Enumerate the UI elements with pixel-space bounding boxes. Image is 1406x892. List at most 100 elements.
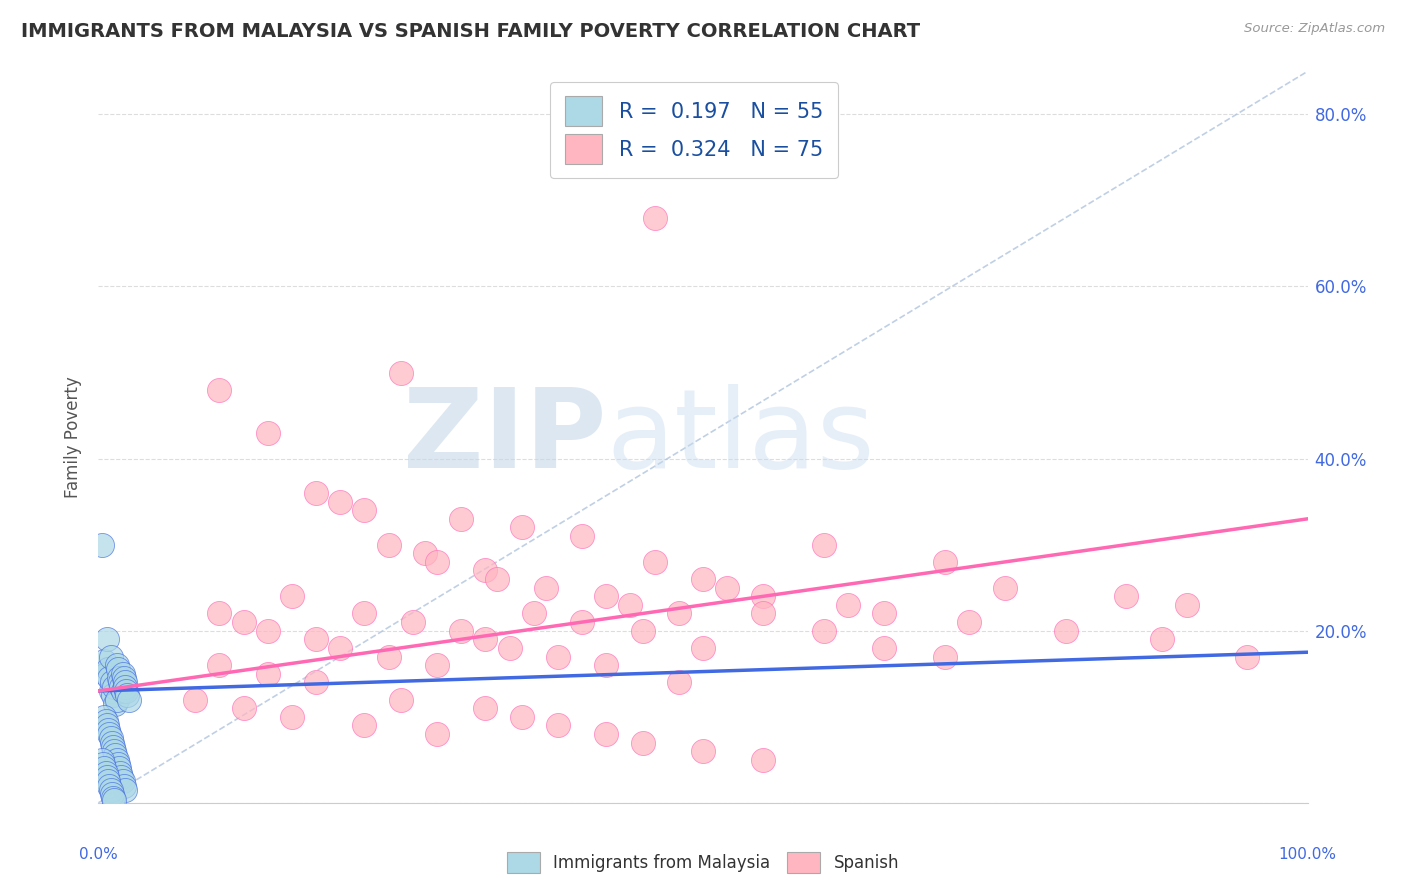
Point <box>100 735 122 749</box>
Point <box>837 598 859 612</box>
Point <box>97 723 120 737</box>
Point <box>450 512 472 526</box>
Point <box>377 538 399 552</box>
Point <box>232 701 254 715</box>
Point <box>1236 649 1258 664</box>
Point <box>329 640 352 655</box>
Legend: R =  0.197   N = 55, R =  0.324   N = 75: R = 0.197 N = 55, R = 0.324 N = 75 <box>550 82 838 178</box>
Point <box>184 692 207 706</box>
Point <box>256 666 278 681</box>
Point <box>873 640 896 655</box>
Point <box>631 624 654 638</box>
Text: 100.0%: 100.0% <box>1278 847 1337 862</box>
Point <box>108 675 131 690</box>
Point <box>873 607 896 621</box>
Point <box>329 494 352 508</box>
Point <box>716 581 738 595</box>
Point <box>112 779 135 793</box>
Point <box>93 654 115 668</box>
Point <box>100 649 122 664</box>
Point <box>94 666 117 681</box>
Point <box>101 688 124 702</box>
Point <box>96 718 118 732</box>
Point <box>101 739 124 754</box>
Text: atlas: atlas <box>606 384 875 491</box>
Point <box>426 727 449 741</box>
Text: ZIP: ZIP <box>404 384 606 491</box>
Legend: Immigrants from Malaysia, Spanish: Immigrants from Malaysia, Spanish <box>501 846 905 880</box>
Point <box>97 662 120 676</box>
Point <box>644 555 666 569</box>
Point <box>934 649 956 664</box>
Point <box>413 546 436 560</box>
Point <box>104 697 127 711</box>
Point <box>281 589 304 603</box>
Point <box>692 744 714 758</box>
Point <box>100 675 122 690</box>
Point <box>305 632 328 647</box>
Point <box>1175 598 1198 612</box>
Point <box>115 684 138 698</box>
Point <box>100 787 122 801</box>
Point <box>110 770 132 784</box>
Point <box>281 710 304 724</box>
Point <box>644 211 666 225</box>
Point <box>305 675 328 690</box>
Point <box>94 714 117 728</box>
Point <box>108 765 131 780</box>
Point <box>474 632 496 647</box>
Point <box>98 779 121 793</box>
Point <box>256 624 278 638</box>
Point <box>114 675 136 690</box>
Point <box>486 572 509 586</box>
Point <box>114 783 136 797</box>
Point <box>498 640 520 655</box>
Point <box>377 649 399 664</box>
Point <box>571 615 593 629</box>
Point <box>208 658 231 673</box>
Point <box>353 718 375 732</box>
Point <box>104 748 127 763</box>
Point <box>534 581 557 595</box>
Point <box>100 731 122 746</box>
Point <box>108 761 131 775</box>
Y-axis label: Family Poverty: Family Poverty <box>65 376 83 498</box>
Point <box>957 615 980 629</box>
Point <box>547 649 569 664</box>
Point <box>91 538 114 552</box>
Point <box>111 666 134 681</box>
Point <box>1152 632 1174 647</box>
Point <box>353 607 375 621</box>
Point <box>112 671 135 685</box>
Point <box>208 383 231 397</box>
Point <box>426 555 449 569</box>
Point <box>98 727 121 741</box>
Point <box>105 658 128 673</box>
Text: Source: ZipAtlas.com: Source: ZipAtlas.com <box>1244 22 1385 36</box>
Point <box>107 662 129 676</box>
Point <box>1054 624 1077 638</box>
Point <box>813 624 835 638</box>
Point <box>389 692 412 706</box>
Point <box>118 692 141 706</box>
Point <box>117 688 139 702</box>
Point <box>353 503 375 517</box>
Point <box>474 701 496 715</box>
Point <box>994 581 1017 595</box>
Point <box>813 538 835 552</box>
Point <box>105 753 128 767</box>
Point <box>232 615 254 629</box>
Point <box>389 366 412 380</box>
Text: IMMIGRANTS FROM MALAYSIA VS SPANISH FAMILY POVERTY CORRELATION CHART: IMMIGRANTS FROM MALAYSIA VS SPANISH FAMI… <box>21 22 920 41</box>
Point <box>107 757 129 772</box>
Point <box>100 783 122 797</box>
Point <box>305 486 328 500</box>
Point <box>692 572 714 586</box>
Point <box>114 680 136 694</box>
Point <box>103 744 125 758</box>
Point <box>91 753 114 767</box>
Point <box>256 425 278 440</box>
Point <box>934 555 956 569</box>
Point <box>97 774 120 789</box>
Point <box>752 607 775 621</box>
